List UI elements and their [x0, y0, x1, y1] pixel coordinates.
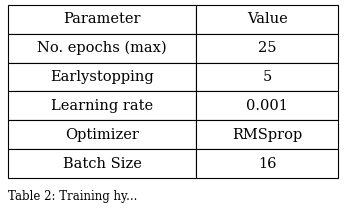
- Text: Optimizer: Optimizer: [65, 128, 139, 142]
- Text: Table 2: Training hy...: Table 2: Training hy...: [8, 190, 137, 203]
- Text: 16: 16: [258, 157, 276, 170]
- Text: Parameter: Parameter: [63, 12, 141, 26]
- Bar: [196, 34, 338, 63]
- Bar: [8, 149, 196, 178]
- Text: No. epochs (max): No. epochs (max): [37, 41, 167, 55]
- Text: Batch Size: Batch Size: [63, 157, 142, 170]
- Bar: [196, 92, 338, 120]
- Bar: [8, 92, 196, 120]
- Text: Learning rate: Learning rate: [51, 99, 153, 113]
- Bar: [196, 149, 338, 178]
- Bar: [196, 5, 338, 34]
- Bar: [8, 34, 196, 63]
- Text: Earlystopping: Earlystopping: [50, 70, 154, 84]
- Text: 0.001: 0.001: [246, 99, 288, 113]
- Bar: [196, 63, 338, 92]
- Bar: [8, 63, 196, 92]
- Bar: [8, 120, 196, 149]
- Bar: [8, 5, 196, 34]
- Text: 25: 25: [258, 41, 276, 55]
- Text: RMSprop: RMSprop: [232, 128, 302, 142]
- Bar: [196, 120, 338, 149]
- Text: Value: Value: [247, 12, 288, 26]
- Text: 5: 5: [262, 70, 272, 84]
